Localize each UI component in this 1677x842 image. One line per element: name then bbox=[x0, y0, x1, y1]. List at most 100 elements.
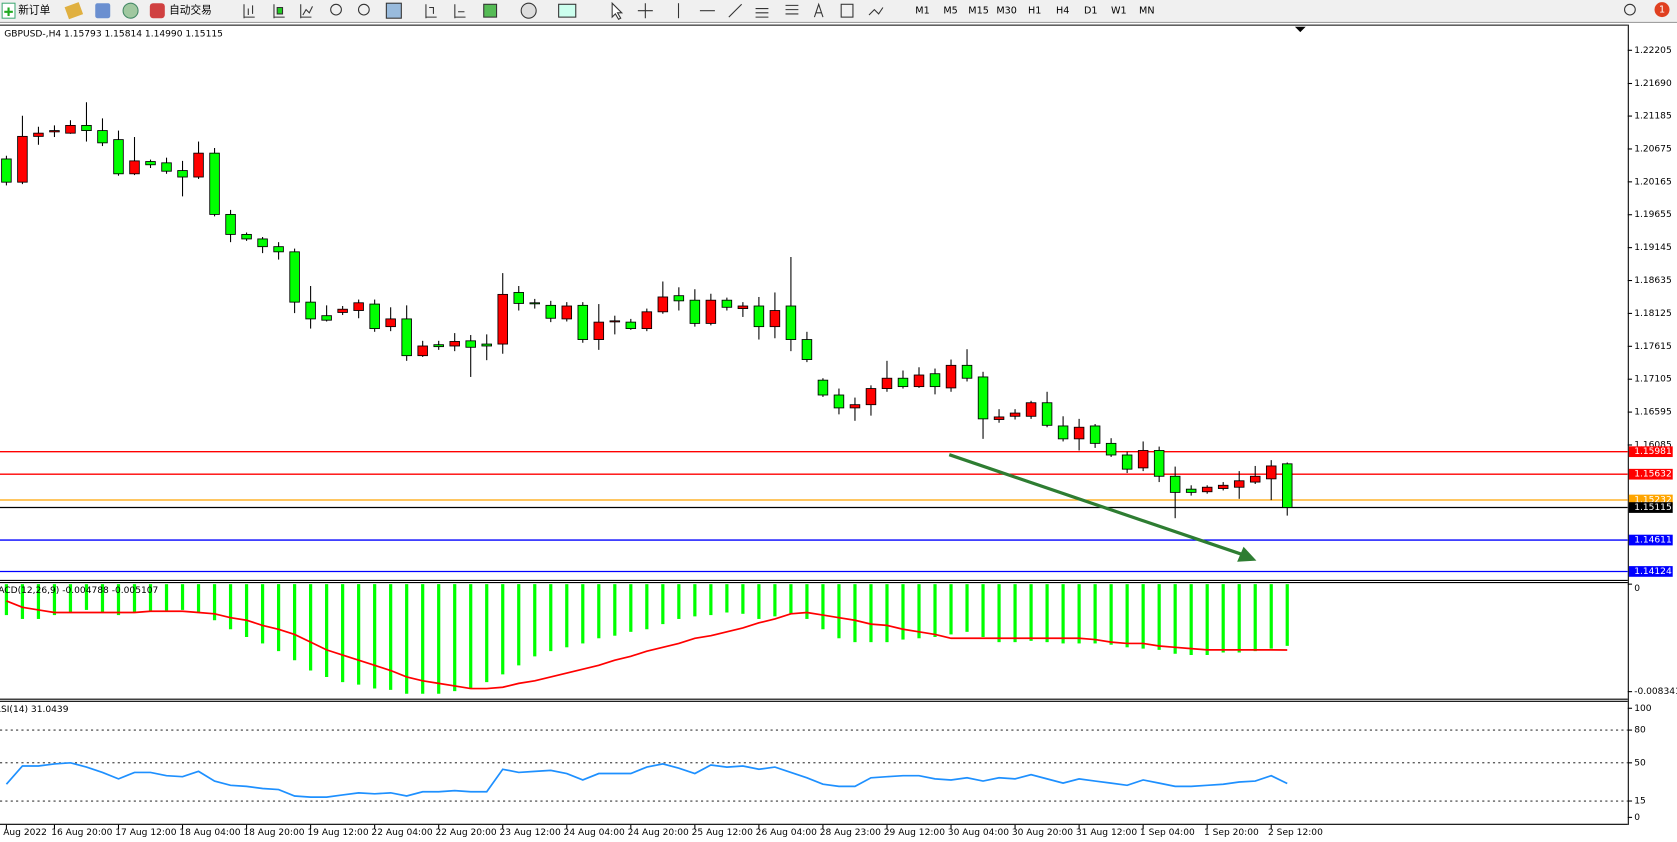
crosshair-icon[interactable] bbox=[637, 3, 653, 19]
candle-body bbox=[689, 299, 701, 324]
candle-body bbox=[1153, 450, 1165, 477]
search-icon[interactable] bbox=[1624, 3, 1636, 16]
y-tick-label: 1.19145 bbox=[1634, 243, 1672, 253]
line-icon[interactable] bbox=[300, 4, 313, 19]
zoom-out-icon[interactable] bbox=[357, 3, 370, 16]
candle-body bbox=[545, 304, 557, 319]
candle-body bbox=[1265, 465, 1277, 480]
candle-body bbox=[81, 124, 92, 132]
x-tick-label: 25 Aug 12:00 bbox=[692, 828, 753, 838]
level-label: 1.15981 bbox=[1634, 447, 1672, 457]
candle-body bbox=[913, 374, 925, 388]
notifications[interactable]: 1 bbox=[1654, 2, 1670, 18]
x-tick-label: 22 Aug 20:00 bbox=[435, 828, 496, 838]
timeframe-button[interactable]: H1 bbox=[1028, 6, 1041, 17]
timeframe-button[interactable]: H4 bbox=[1056, 6, 1069, 17]
timeframe-button[interactable]: M5 bbox=[943, 6, 957, 17]
timeframe-button[interactable]: D1 bbox=[1084, 6, 1098, 17]
candle-body bbox=[129, 160, 140, 175]
candle-body bbox=[49, 130, 60, 133]
y-tick-label: 1.21690 bbox=[1634, 79, 1672, 89]
timeframe-button[interactable]: M30 bbox=[996, 6, 1017, 17]
candle-body bbox=[705, 299, 717, 324]
timeframe-button[interactable]: M1 bbox=[915, 6, 929, 17]
x-tick-label: 1 Sep 04:00 bbox=[1140, 828, 1195, 838]
fibo-icon[interactable] bbox=[785, 4, 799, 15]
x-tick-label: 30 Aug 20:00 bbox=[1012, 828, 1073, 838]
y-tick-label: 1.22205 bbox=[1634, 46, 1672, 56]
shapes-icon[interactable] bbox=[868, 7, 884, 16]
candle-body bbox=[433, 344, 444, 348]
candle-body bbox=[1105, 442, 1117, 456]
icon[interactable] bbox=[122, 2, 139, 19]
auto-trading-button[interactable]: 自动交易 bbox=[149, 3, 212, 19]
trendline-icon[interactable] bbox=[728, 3, 743, 18]
level-label: 1.14611 bbox=[1634, 536, 1672, 546]
candle-body bbox=[609, 320, 621, 323]
auto-trading-label: 自动交易 bbox=[169, 4, 212, 17]
candle-body bbox=[1, 158, 12, 183]
candle-body bbox=[657, 296, 669, 313]
chart-title: GBPUSD-,H4 1.15793 1.15814 1.14990 1.151… bbox=[4, 30, 223, 40]
timeframe-button[interactable]: M15 bbox=[968, 6, 989, 17]
level-label: 1.14124 bbox=[1634, 567, 1672, 577]
y-tick-label: -0.008341 bbox=[1634, 687, 1677, 697]
level-label: 1.15115 bbox=[1634, 503, 1672, 513]
tile-icon[interactable] bbox=[385, 2, 402, 19]
candle-icon[interactable] bbox=[273, 4, 285, 19]
y-tick-label: 1.16085 bbox=[1634, 440, 1672, 450]
plot-area: GBPUSD-,H4 1.15793 1.15814 1.14990 1.151… bbox=[0, 30, 1628, 802]
timeframe-button[interactable]: W1 bbox=[1111, 6, 1127, 17]
channel-icon[interactable] bbox=[755, 8, 769, 18]
icon[interactable] bbox=[64, 2, 84, 20]
template-icon[interactable] bbox=[558, 3, 577, 18]
tool-icons bbox=[243, 1, 884, 20]
scroll-icon[interactable] bbox=[425, 4, 437, 19]
zoom-in-icon[interactable] bbox=[330, 3, 342, 16]
indicator-icon[interactable] bbox=[483, 3, 498, 18]
x-tick-label: 26 Aug 04:00 bbox=[756, 828, 817, 838]
rsi-line bbox=[5, 761, 1288, 798]
x-tick-label: 24 Aug 04:00 bbox=[564, 828, 625, 838]
candle-body bbox=[593, 321, 605, 340]
candle-body bbox=[673, 295, 685, 302]
candle-body bbox=[145, 161, 156, 166]
candle-body bbox=[17, 135, 28, 183]
candle-body bbox=[737, 305, 749, 310]
x-tick-label: 22 Aug 04:00 bbox=[371, 828, 432, 838]
arrow-shaft bbox=[948, 453, 1242, 556]
text-icon[interactable] bbox=[813, 2, 824, 18]
x-tick-label: 2 Sep 12:00 bbox=[1268, 828, 1323, 838]
icon[interactable] bbox=[95, 3, 111, 19]
timeframe-button[interactable]: MN bbox=[1139, 6, 1155, 17]
x-tick-label: Aug 2022 bbox=[3, 828, 47, 838]
level-label-bg bbox=[1628, 468, 1673, 480]
candle-body bbox=[193, 152, 204, 178]
candle-body bbox=[305, 301, 316, 320]
candle-body bbox=[529, 302, 541, 305]
candle-body bbox=[721, 299, 733, 308]
label-icon[interactable] bbox=[840, 3, 854, 18]
cursor-icon[interactable] bbox=[611, 1, 624, 20]
level-label-bg bbox=[1628, 502, 1673, 513]
toolbar-bg bbox=[0, 0, 1677, 23]
y-tick-label: 1.17615 bbox=[1634, 342, 1672, 352]
period-icon[interactable] bbox=[520, 2, 537, 19]
level-label-bg bbox=[1628, 566, 1673, 577]
bar-chart-icon[interactable] bbox=[243, 4, 255, 19]
new-order-label: 新订单 bbox=[18, 4, 50, 17]
shift-marker bbox=[1294, 26, 1306, 33]
shift-icon[interactable] bbox=[454, 4, 466, 19]
y-tick-label: 1.16595 bbox=[1634, 408, 1672, 418]
candle-body bbox=[481, 343, 492, 347]
new-order-button[interactable]: 新订单 bbox=[1, 2, 51, 19]
candle-body bbox=[561, 305, 573, 320]
x-tick-label: 16 Aug 20:00 bbox=[51, 828, 112, 838]
y-tick-label: 1.21185 bbox=[1634, 112, 1672, 122]
candle-body bbox=[641, 311, 653, 330]
toolbar: 新订单 自动交易 bbox=[0, 0, 1677, 24]
panel-frames bbox=[0, 24, 1629, 825]
candle-body bbox=[897, 377, 909, 388]
